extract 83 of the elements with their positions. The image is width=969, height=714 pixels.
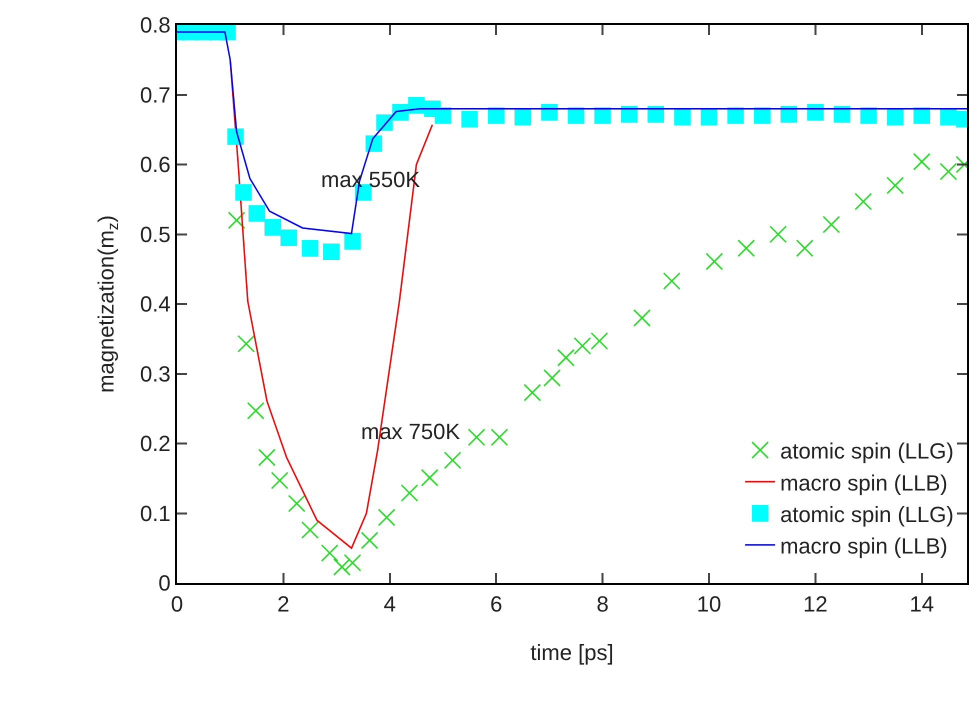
point: [754, 107, 770, 124]
point: [235, 184, 252, 201]
y-tick-label: 0.8: [140, 12, 171, 38]
point: [237, 335, 255, 353]
point: [434, 107, 452, 124]
point: [541, 104, 558, 120]
point: [344, 554, 362, 572]
x-tick-label: 14: [910, 591, 934, 616]
legend-label: macro spin (LLB): [780, 533, 948, 558]
point: [264, 219, 282, 236]
point: [288, 494, 306, 512]
point: [333, 558, 351, 576]
point: [270, 472, 288, 490]
point: [490, 428, 508, 446]
y-tick-label: 0.3: [140, 361, 171, 386]
point: [344, 232, 361, 250]
x-tick-label: 2: [277, 591, 290, 616]
point: [834, 106, 850, 123]
point: [461, 110, 478, 128]
y-tick-label: 0.4: [140, 292, 171, 317]
point: [854, 192, 872, 210]
point: [737, 239, 755, 257]
point: [228, 212, 246, 230]
x-tick-label: 4: [384, 591, 396, 616]
legend-label: atomic spin (LLG): [780, 438, 954, 464]
point: [727, 107, 744, 124]
point: [940, 162, 958, 180]
point: [219, 25, 236, 40]
y-tick-label: 0.2: [140, 431, 171, 456]
point: [323, 243, 340, 260]
point: [280, 229, 297, 246]
point: [524, 384, 542, 402]
point: [807, 104, 824, 120]
point: [780, 106, 798, 123]
legend-label: atomic spin (LLG): [780, 502, 954, 527]
point: [248, 205, 266, 222]
point: [822, 216, 840, 234]
y-tick-label: 0.6: [140, 152, 171, 178]
point: [674, 108, 691, 126]
point: [420, 468, 438, 486]
point: [408, 96, 425, 114]
point: [557, 348, 575, 366]
legend-label: macro spin (LLB): [780, 470, 948, 496]
point: [258, 448, 276, 466]
y-tick-label: 0.7: [140, 82, 171, 108]
point: [320, 544, 338, 562]
point: [574, 337, 592, 355]
point: [769, 226, 787, 243]
point: [633, 309, 651, 327]
point: [860, 107, 877, 124]
point: [706, 252, 724, 270]
point: [594, 107, 611, 124]
point: [568, 107, 584, 124]
x-tick-label: 6: [490, 591, 502, 616]
point: [700, 108, 718, 126]
point: [940, 108, 957, 126]
x-tick-label: 12: [803, 591, 828, 616]
point: [796, 239, 814, 257]
point: [886, 176, 904, 194]
point: [488, 107, 504, 124]
point: [514, 108, 532, 126]
y-tick-label: 0.5: [140, 222, 171, 247]
point: [400, 484, 418, 502]
point: [378, 508, 396, 526]
point: [543, 369, 561, 387]
point: [301, 521, 319, 539]
point: [914, 107, 930, 124]
point: [468, 428, 486, 446]
x-tick-label: 10: [696, 591, 722, 616]
point: [444, 451, 462, 469]
point: [620, 106, 638, 123]
x-tick-label: 8: [596, 591, 609, 616]
point: [246, 402, 264, 420]
point: [648, 106, 664, 123]
point: [360, 532, 378, 550]
point: [590, 332, 608, 350]
point: [302, 240, 318, 256]
point: [913, 152, 931, 170]
x-axis-title: time [ps]: [530, 640, 614, 665]
y-tick-label: 0: [158, 570, 171, 596]
point: [886, 108, 904, 126]
point: [663, 272, 680, 290]
y-tick-label: 0.1: [140, 500, 171, 526]
